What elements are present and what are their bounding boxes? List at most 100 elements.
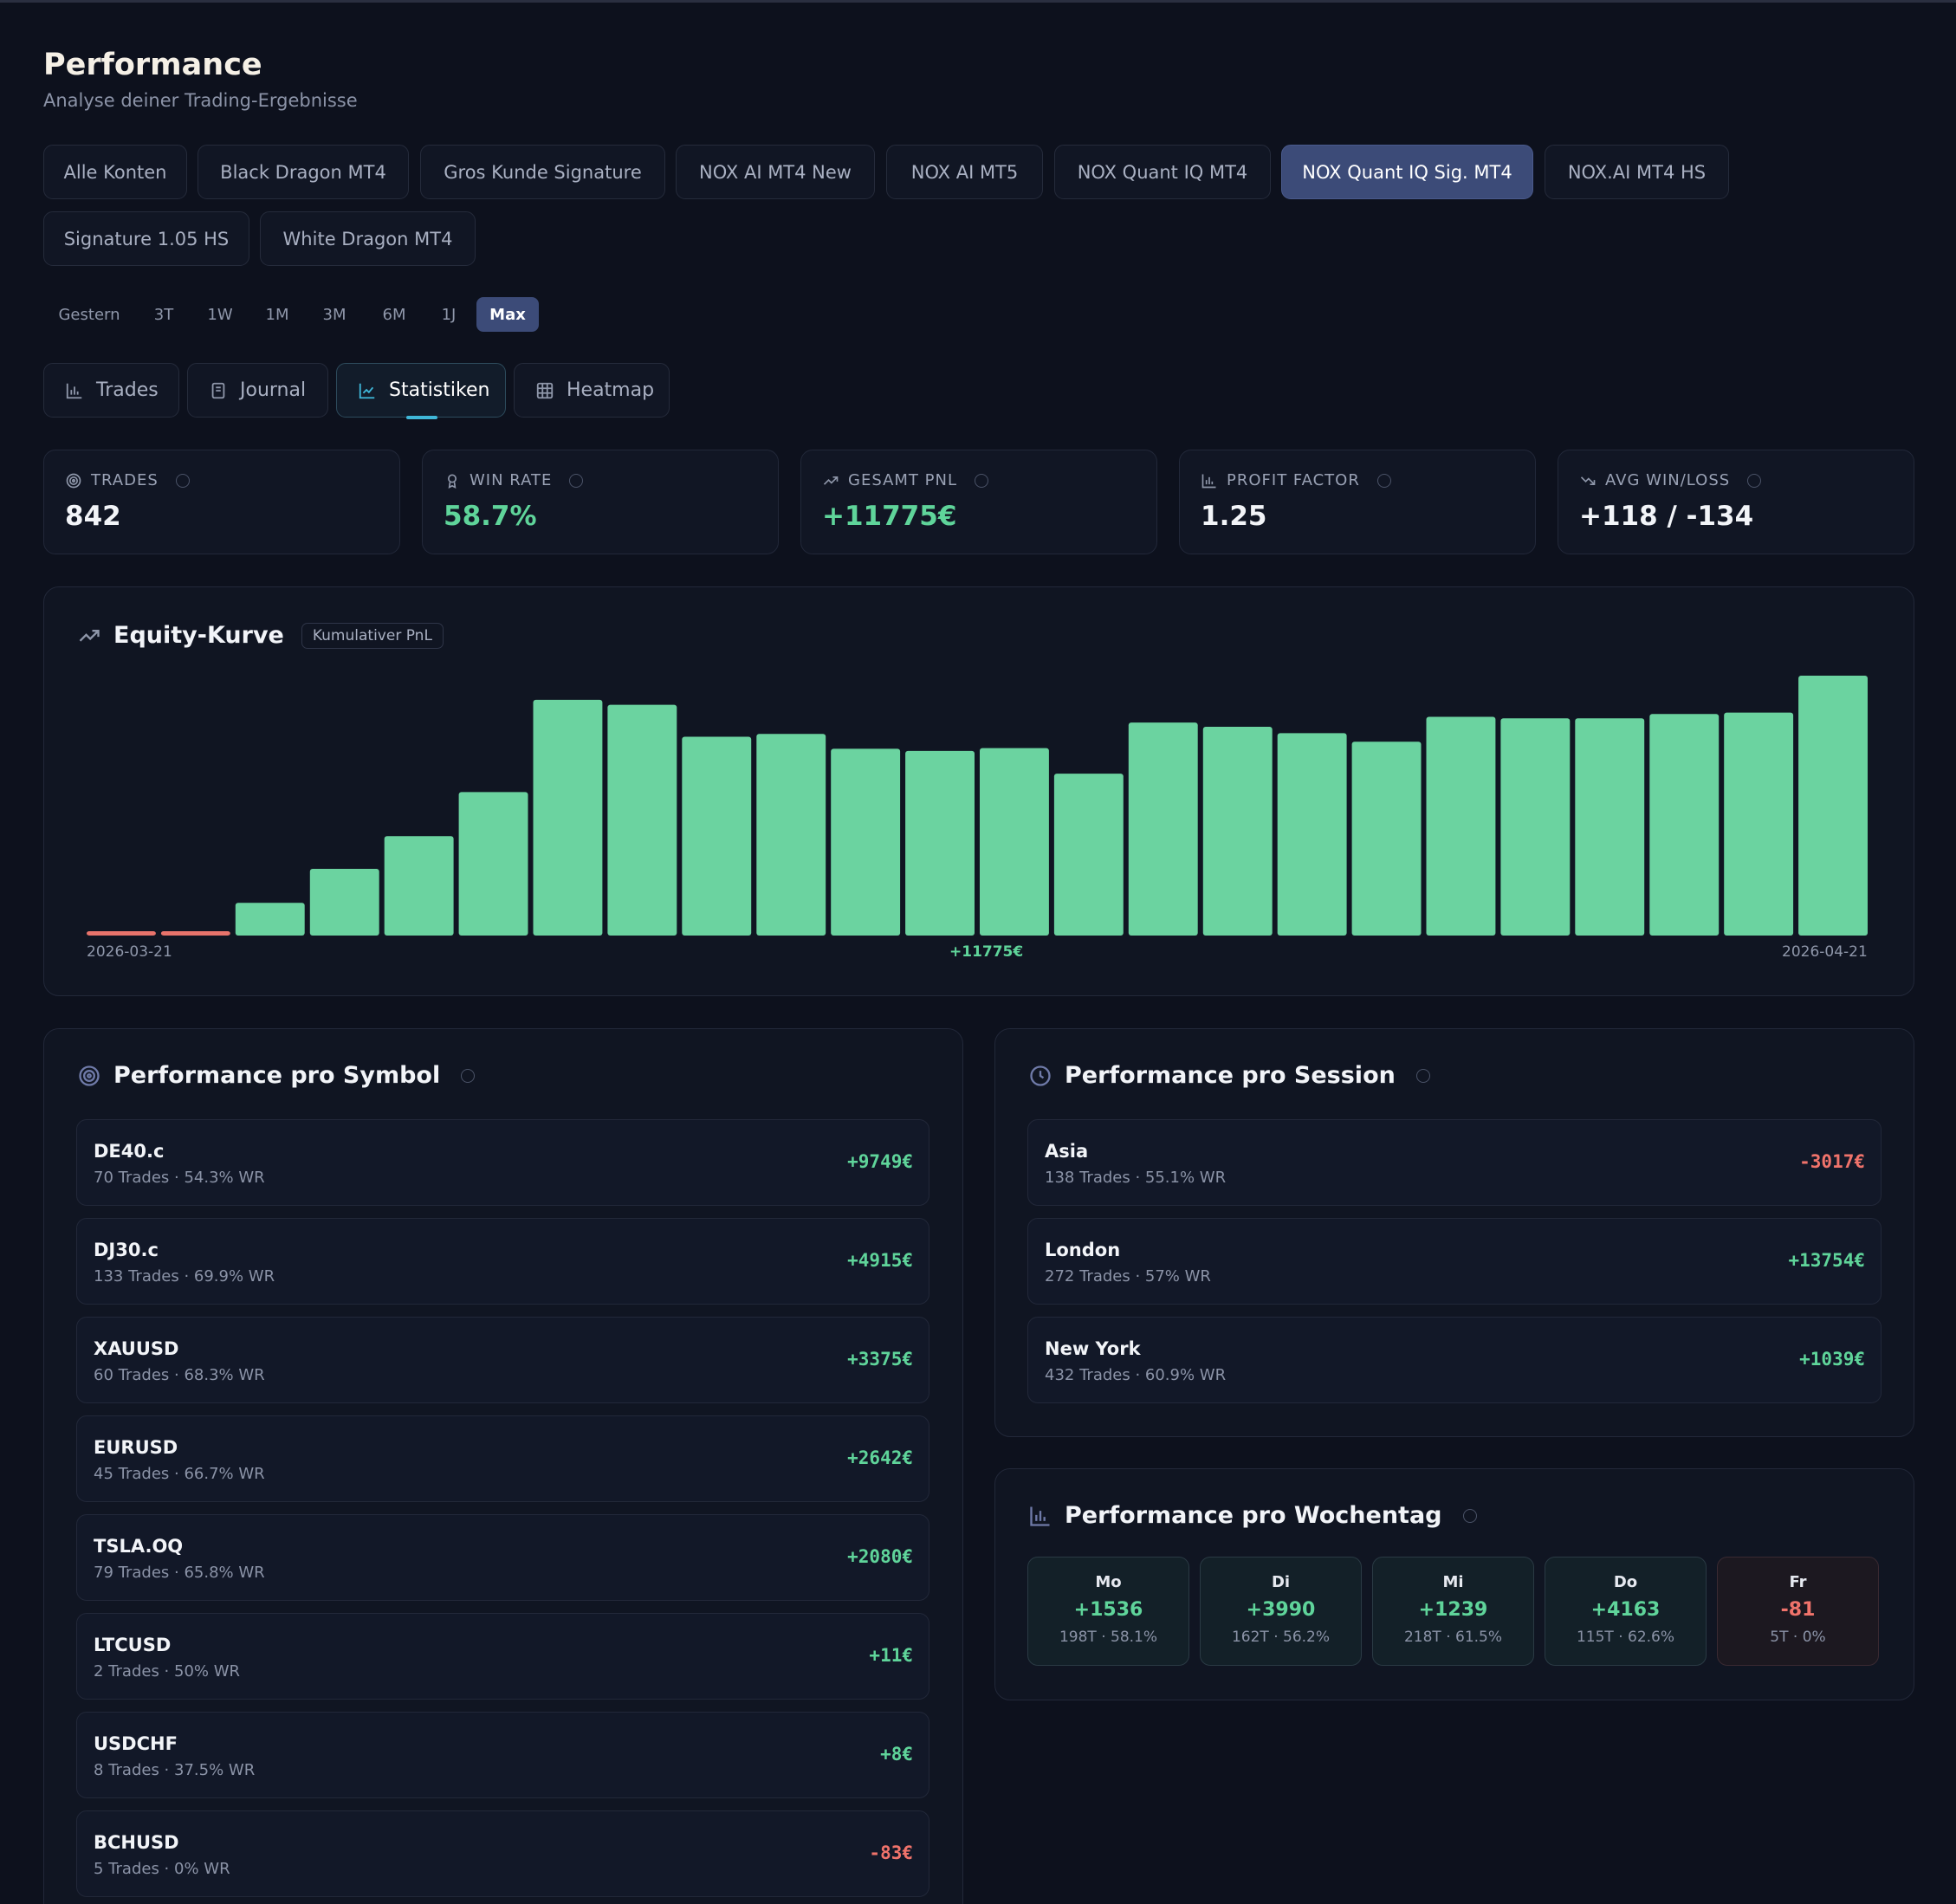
range-3m[interactable]: 3M (322, 305, 347, 324)
session-name: New York (1045, 1338, 1141, 1359)
range-6m[interactable]: 6M (382, 305, 406, 324)
account-pill-alle-konten[interactable]: Alle Konten (43, 145, 187, 199)
symbol-name: TSLA.OQ (94, 1536, 184, 1557)
equity-bar[interactable] (1500, 718, 1571, 936)
equity-bar[interactable] (384, 836, 454, 936)
equity-bar[interactable] (1053, 774, 1124, 936)
weekday-card: Performance pro Wochentag Mo +1536 198T … (994, 1468, 1914, 1700)
symbol-name: XAUUSD (94, 1338, 179, 1359)
symbol-row[interactable]: DJ30.c 133 Trades · 69.9% WR +4915€ (76, 1218, 929, 1305)
session-row[interactable]: Asia 138 Trades · 55.1% WR -3017€ (1027, 1119, 1882, 1206)
symbol-name: USDCHF (94, 1733, 178, 1754)
stat-card-avg-win-loss: AVG WIN/LOSS +118 / -134 (1558, 450, 1914, 554)
info-icon[interactable] (569, 473, 584, 488)
session-meta: 138 Trades · 55.1% WR (1045, 1169, 1227, 1187)
account-pill-nox-quant-iq-mt4[interactable]: NOX Quant IQ MT4 (1054, 145, 1271, 199)
range-1j[interactable]: 1J (441, 305, 457, 324)
info-icon[interactable] (975, 473, 988, 488)
weekday-tile-mo[interactable]: Mo +1536 198T · 58.1% (1027, 1557, 1189, 1666)
tab-heatmap[interactable]: Heatmap (514, 363, 670, 418)
equity-bar[interactable] (160, 931, 230, 936)
account-pill-nox-quant-iq-sig[interactable]: NOX Quant IQ Sig. MT4 (1281, 145, 1533, 199)
range-3t[interactable]: 3T (153, 305, 174, 324)
symbol-meta: 70 Trades · 54.3% WR (94, 1169, 265, 1187)
equity-bar[interactable] (905, 750, 975, 936)
grid-icon (536, 382, 554, 398)
account-pill-nox-ai-mt4-hs[interactable]: NOX.AI MT4 HS (1545, 145, 1729, 199)
tab-statistiken[interactable]: Statistiken (336, 363, 506, 419)
info-icon[interactable] (175, 473, 190, 488)
equity-bar[interactable] (1575, 718, 1645, 936)
symbol-name: DE40.c (94, 1141, 165, 1162)
equity-bar[interactable] (1351, 742, 1422, 936)
equity-bar[interactable] (1128, 722, 1198, 936)
stat-value: +118 / -134 (1579, 501, 1754, 532)
equity-title-row: Equity-Kurve Kumulativer PnL (77, 622, 444, 649)
bar-chart-icon (1030, 1506, 1050, 1526)
x-axis-start-label: 2026-03-21 (87, 943, 172, 961)
account-pill-white-dragon[interactable]: White Dragon MT4 (260, 211, 476, 266)
symbol-row[interactable]: EURUSD 45 Trades · 66.7% WR +2642€ (76, 1415, 929, 1502)
equity-bar[interactable] (980, 748, 1049, 936)
equity-bar[interactable] (1724, 712, 1794, 936)
symbol-row[interactable]: BCHUSD 5 Trades · 0% WR -83€ (76, 1810, 929, 1897)
weekday-tile-fr[interactable]: Fr -81 5T · 0% (1717, 1557, 1879, 1666)
session-card: Performance pro Session Asia 138 Trades … (994, 1028, 1914, 1437)
equity-bar[interactable] (756, 734, 826, 936)
symbol-pnl: +11€ (869, 1645, 913, 1666)
session-title: Performance pro Session (1065, 1062, 1396, 1089)
equity-bar[interactable] (458, 792, 528, 936)
range-max[interactable]: Max (476, 297, 539, 332)
tab-trades[interactable]: Trades (43, 363, 179, 418)
session-row[interactable]: New York 432 Trades · 60.9% WR +1039€ (1027, 1317, 1882, 1403)
equity-bar[interactable] (1426, 716, 1496, 936)
range-1m[interactable]: 1M (265, 305, 289, 324)
account-pill-gros-kunde[interactable]: Gros Kunde Signature (420, 145, 665, 199)
symbol-row[interactable]: LTCUSD 2 Trades · 50% WR +11€ (76, 1613, 929, 1700)
equity-bar[interactable] (1277, 733, 1347, 936)
info-icon[interactable] (461, 1068, 476, 1083)
x-axis-end-label: 2026-04-21 (1782, 943, 1868, 961)
x-axis-center-label: +11775€ (949, 943, 1024, 961)
equity-bar[interactable] (1649, 714, 1720, 936)
info-icon[interactable] (1462, 1508, 1477, 1523)
trend-up-icon (79, 629, 100, 642)
info-icon[interactable] (1376, 473, 1391, 488)
symbol-meta: 133 Trades · 69.9% WR (94, 1267, 275, 1286)
range-gestern[interactable]: Gestern (58, 305, 120, 324)
equity-bar[interactable] (1798, 676, 1868, 936)
weekday-name: Di (1271, 1573, 1291, 1591)
session-title-row: Performance pro Session (1028, 1062, 1430, 1089)
weekday-tile-do[interactable]: Do +4163 115T · 62.6% (1545, 1557, 1707, 1666)
stat-label: GESAMT PNL (848, 471, 957, 489)
account-pill-signature-hs[interactable]: Signature 1.05 HS (43, 211, 249, 266)
info-icon[interactable] (1747, 473, 1762, 488)
equity-bar[interactable] (607, 704, 677, 936)
range-1w[interactable]: 1W (207, 305, 233, 324)
info-icon[interactable] (1415, 1068, 1430, 1083)
weekday-tile-mi[interactable]: Mi +1239 218T · 61.5% (1372, 1557, 1534, 1666)
weekday-meta: 5T · 0% (1770, 1629, 1826, 1646)
equity-bar[interactable] (533, 699, 603, 936)
symbol-row[interactable]: TSLA.OQ 79 Trades · 65.8% WR +2080€ (76, 1514, 929, 1601)
stat-card-profit-factor: PROFIT FACTOR 1.25 (1179, 450, 1536, 554)
equity-bar[interactable] (87, 931, 156, 936)
equity-bar[interactable] (831, 748, 901, 936)
bar-chart-icon (66, 383, 82, 398)
session-row[interactable]: London 272 Trades · 57% WR +13754€ (1027, 1218, 1882, 1305)
symbol-row[interactable]: XAUUSD 60 Trades · 68.3% WR +3375€ (76, 1317, 929, 1403)
stat-label: TRADES (91, 471, 159, 489)
equity-bar[interactable] (235, 903, 305, 936)
account-pill-nox-ai-mt4-new[interactable]: NOX AI MT4 New (676, 145, 875, 199)
tab-journal[interactable]: Journal (187, 363, 328, 418)
symbol-row[interactable]: USDCHF 8 Trades · 37.5% WR +8€ (76, 1712, 929, 1798)
equity-bar[interactable] (682, 736, 752, 936)
equity-bar[interactable] (309, 869, 379, 936)
weekday-tile-di[interactable]: Di +3990 162T · 56.2% (1200, 1557, 1362, 1666)
account-pill-nox-ai-mt5[interactable]: NOX AI MT5 (886, 145, 1043, 199)
symbol-pnl: +8€ (880, 1744, 913, 1765)
account-pill-black-dragon[interactable]: Black Dragon MT4 (198, 145, 409, 199)
symbol-row[interactable]: DE40.c 70 Trades · 54.3% WR +9749€ (76, 1119, 929, 1206)
equity-bar[interactable] (1202, 727, 1273, 936)
stat-card-win-rate: WIN RATE 58.7% (422, 450, 779, 554)
